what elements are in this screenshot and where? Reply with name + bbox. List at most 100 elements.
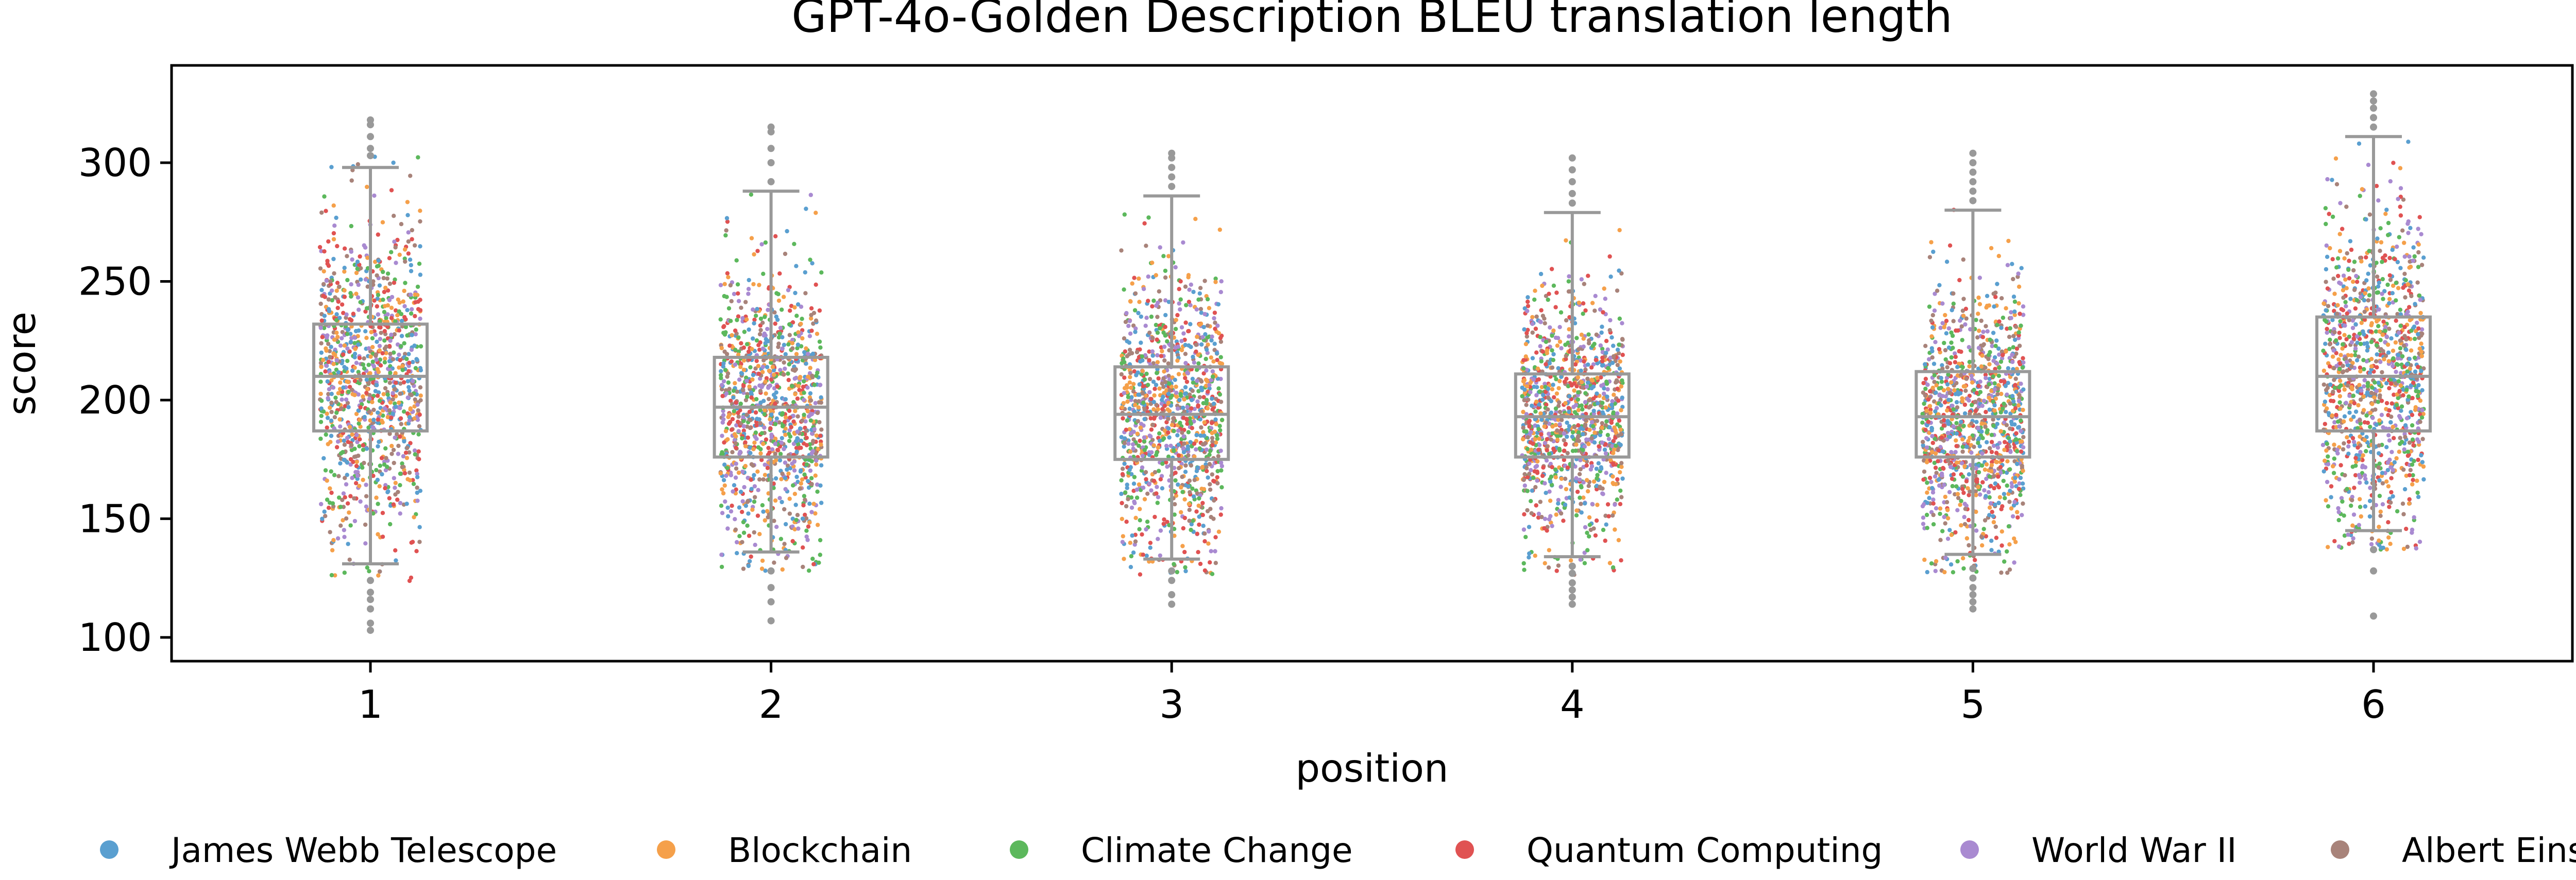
strip-point (721, 491, 726, 496)
strip-point (1547, 452, 1552, 456)
strip-point (332, 271, 336, 276)
strip-point (1127, 319, 1132, 323)
strip-point (1616, 538, 1621, 543)
strip-point (1992, 355, 1997, 360)
strip-point (1191, 494, 1196, 499)
strip-point (1199, 342, 1204, 347)
strip-point (795, 396, 800, 401)
strip-point (1207, 306, 1212, 310)
strip-point (1166, 401, 1171, 405)
strip-point (718, 283, 723, 287)
strip-point (2005, 483, 2009, 488)
strip-point (1530, 315, 1535, 320)
strip-point (362, 243, 366, 248)
strip-point (1574, 442, 1579, 447)
strip-point (720, 420, 725, 425)
strip-point (398, 471, 403, 476)
strip-point (1608, 274, 1613, 279)
strip-point (1596, 401, 1600, 406)
strip-point (1150, 353, 1155, 358)
strip-point (1183, 470, 1188, 474)
strip-point (1131, 489, 1136, 493)
strip-point (790, 516, 795, 521)
strip-point (1174, 390, 1179, 395)
strip-point (1929, 479, 1934, 485)
strip-point (412, 343, 417, 348)
strip-point (318, 436, 323, 441)
strip-point (1210, 436, 1215, 440)
strip-point (2003, 440, 2007, 444)
strip-point (317, 245, 323, 250)
strip-point (1179, 339, 1184, 343)
strip-point (398, 358, 402, 363)
strip-point (1556, 386, 1561, 391)
strip-point (1128, 331, 1133, 336)
strip-point (751, 372, 756, 377)
strip-point (1574, 513, 1579, 517)
strip-point (409, 311, 414, 316)
strip-point (1559, 346, 1564, 351)
strip-point (792, 527, 797, 532)
strip-point (409, 348, 414, 352)
strip-point (723, 368, 728, 372)
strip-point (809, 329, 814, 333)
strip-point (1540, 473, 1545, 478)
strip-point (371, 282, 376, 287)
strip-point (386, 489, 391, 494)
strip-point (1206, 541, 1211, 546)
strip-point (721, 379, 726, 384)
strip-point (338, 343, 343, 348)
strip-point (341, 310, 346, 315)
strip-point (1210, 396, 1214, 401)
strip-point (1201, 524, 1206, 528)
strip-point (809, 411, 815, 417)
strip-point (1604, 351, 1608, 355)
strip-point (1573, 362, 1578, 367)
strip-point (393, 245, 398, 250)
strip-point (792, 376, 797, 381)
strip-point (1173, 265, 1178, 270)
strip-point (1600, 440, 1604, 445)
strip-point (398, 511, 402, 516)
strip-point (802, 350, 807, 355)
strip-point (1544, 362, 1548, 367)
strip-point (1961, 566, 1966, 571)
strip-point (398, 434, 402, 439)
strip-point (380, 220, 385, 225)
strip-point (1528, 381, 1533, 385)
strip-point (792, 241, 796, 246)
strip-point (418, 344, 423, 349)
strip-point (371, 407, 376, 412)
strip-point (402, 304, 407, 308)
strip-point (365, 387, 370, 391)
strip-point (1155, 450, 1159, 455)
strip-point (1535, 459, 1540, 464)
strip-point (732, 409, 737, 413)
strip-point (804, 462, 809, 467)
strip-point (1616, 351, 1621, 356)
strip-point (345, 254, 349, 258)
strip-point (1953, 530, 1958, 535)
strip-point (1161, 436, 1166, 441)
strip-point (1524, 403, 1529, 407)
strip-point (1181, 446, 1186, 451)
strip-point (809, 481, 814, 487)
strip-point (2012, 499, 2017, 504)
strip-point (794, 517, 799, 522)
strip-point (340, 397, 344, 402)
strip-point (1207, 462, 1212, 467)
strip-point (1154, 403, 1159, 407)
strip-point (1156, 407, 1160, 412)
strip-point (327, 387, 332, 391)
strip-point (1149, 396, 1154, 402)
strip-point (1586, 484, 1591, 488)
strip-point (1559, 476, 1564, 481)
strip-point (1195, 531, 1199, 536)
strip-point (1599, 383, 1604, 388)
strip-point (1942, 570, 1947, 575)
strip-point (794, 450, 799, 454)
strip-point (1553, 475, 1558, 479)
strip-point (416, 449, 421, 454)
strip-point (779, 436, 785, 441)
strip-point (391, 160, 396, 165)
